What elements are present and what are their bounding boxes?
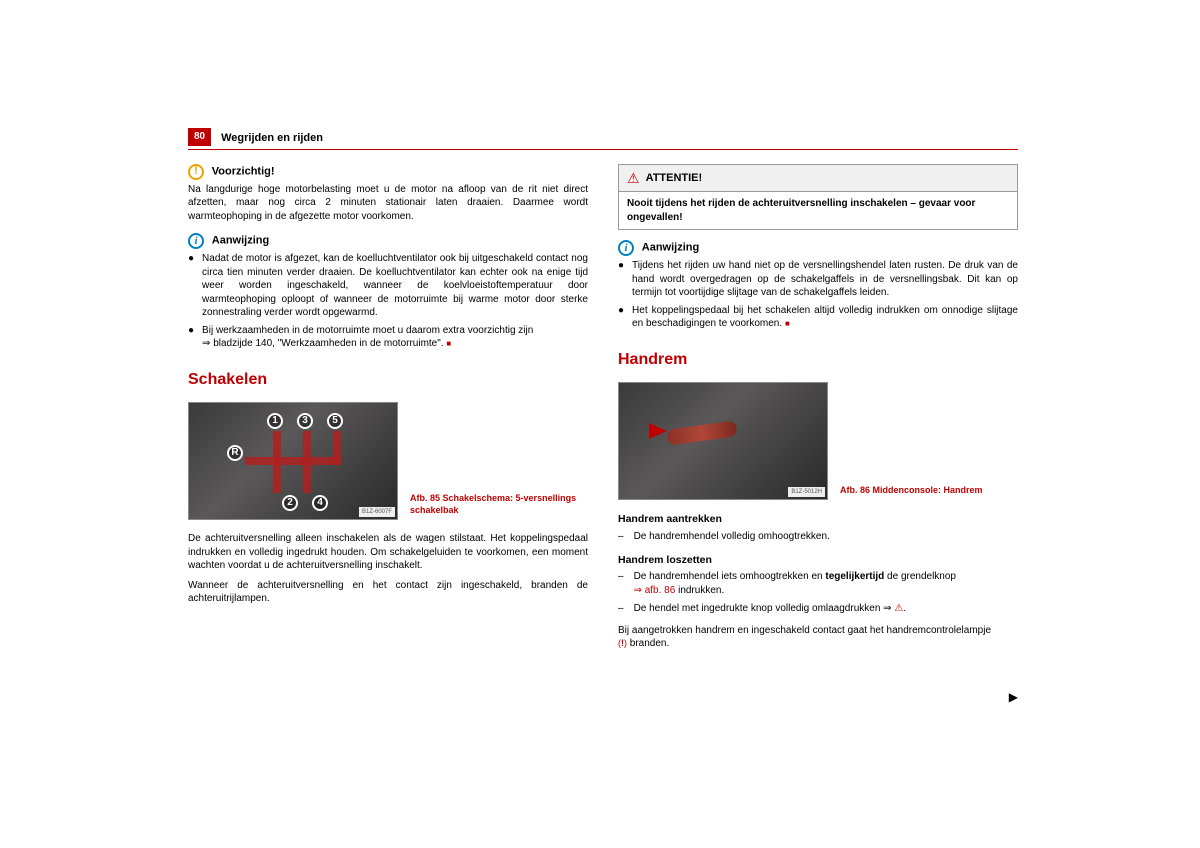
period: . — [903, 603, 906, 614]
right-column: ⚠ ATTENTIE! Nooit tijdens het rijden de … — [618, 164, 1018, 657]
columns: ! Voorzichtig! Na langdurige hoge motorb… — [188, 164, 1018, 657]
item-bold: tegelijkertijd — [825, 571, 884, 582]
figure-86: B1Z-5012H — [618, 382, 828, 500]
item-end: indrukken. — [675, 585, 724, 596]
voorzichtig-label: Voorzichtig! — [212, 165, 275, 177]
handbrake-arrow-icon — [649, 423, 667, 439]
bullet-marker: ● — [188, 252, 194, 320]
aanwijzing-left-head: i Aanwijzing — [188, 233, 588, 249]
handrem-heading: Handrem — [618, 349, 1018, 371]
continue-arrow-icon: ▶ — [1009, 689, 1018, 705]
dash-marker: – — [618, 530, 624, 544]
page-title: Wegrijden en rijden — [221, 131, 323, 146]
page-header: 80 Wegrijden en rijden — [188, 128, 1018, 150]
bullet-text: Nadat de motor is afgezet, kan de koellu… — [202, 252, 588, 320]
loszetten-item-2: – De hendel met ingedrukte knop volledig… — [618, 602, 1018, 616]
bullet-text: Het koppelingspedaal bij het schakelen a… — [632, 304, 1018, 331]
page: 80 Wegrijden en rijden ! Voorzichtig! Na… — [188, 128, 1018, 657]
attentie-title: ATTENTIE! — [646, 171, 703, 186]
figure-reference: ⇒ afb. 86 — [634, 585, 676, 596]
gear-shift-diagram: 1 3 5 2 4 R — [189, 403, 397, 519]
loszetten-head: Handrem loszetten — [618, 553, 1018, 567]
item-pre: De handremhendel iets omhoogtrekken en — [634, 571, 826, 582]
item-post: de grendelknop — [884, 571, 956, 582]
figure-85-row: 1 3 5 2 4 R B1Z-6007F Afb. 85 Schakelsch… — [188, 402, 588, 520]
schakelen-heading: Schakelen — [188, 369, 588, 391]
caution-icon: ! — [188, 164, 204, 180]
handrem-final-p: Bij aangetrokken handrem en ingeschakeld… — [618, 624, 1018, 651]
figure-86-caption: Afb. 86 Middenconsole: Handrem — [840, 484, 1018, 500]
aanwijzing-bullet-2: ● Bij werkzaamheden in de motorruimte mo… — [188, 324, 588, 351]
aanwijzing-left-label: Aanwijzing — [212, 235, 269, 247]
left-column: ! Voorzichtig! Na langdurige hoge motorb… — [188, 164, 588, 657]
end-square-icon: ■ — [785, 319, 790, 328]
figure-tag: B1Z-5012H — [788, 487, 825, 497]
bullet-text: Bij werkzaamheden in de motorruimte moet… — [202, 324, 533, 351]
loszetten-item-1: – De handremhendel iets omhoogtrekken en… — [618, 570, 1018, 597]
aanwijzing-right-label: Aanwijzing — [642, 242, 699, 254]
handbrake-lever — [666, 421, 738, 447]
bullet-marker: ● — [618, 259, 624, 300]
bullet-marker: ● — [188, 324, 194, 351]
bullet-text-content: Het koppelingspedaal bij het schakelen a… — [632, 305, 1018, 330]
schakelen-p1: De achteruitversnelling alleen inschakel… — [188, 532, 588, 573]
final-post: branden. — [630, 638, 669, 649]
page-reference: ⇒ bladzijde 140, "Werkzaamheden in de mo… — [202, 338, 444, 349]
item-text-content: De hendel met ingedrukte knop volledig o… — [634, 603, 895, 614]
figure-86-row: B1Z-5012H Afb. 86 Middenconsole: Handrem — [618, 382, 1018, 500]
bullet-marker: ● — [618, 304, 624, 331]
aantrekken-head: Handrem aantrekken — [618, 512, 1018, 526]
attentie-body: Nooit tijdens het rijden de achteruitver… — [619, 192, 1017, 229]
attentie-head: ⚠ ATTENTIE! — [619, 165, 1017, 193]
end-square-icon: ■ — [446, 339, 451, 348]
warning-triangle-icon: ⚠ — [627, 169, 640, 188]
figure-85: 1 3 5 2 4 R B1Z-6007F — [188, 402, 398, 520]
bullet-text: Tijdens het rijden uw hand niet op de ve… — [632, 259, 1018, 300]
handbrake-indicator-icon: (!) — [618, 637, 627, 649]
page-number: 80 — [188, 128, 211, 146]
warning-ref-icon: ⚠ — [894, 603, 903, 614]
aanwijzing-r-bullet-2: ● Het koppelingspedaal bij het schakelen… — [618, 304, 1018, 331]
aantrekken-item: – De handremhendel volledig omhoogtrekke… — [618, 530, 1018, 544]
voorzichtig-head: ! Voorzichtig! — [188, 164, 588, 180]
schakelen-p2: Wanneer de achteruitversnelling en het c… — [188, 579, 588, 606]
figure-85-caption: Afb. 85 Schakelschema: 5-versnellings sc… — [410, 492, 588, 520]
item-text: De handremhendel volledig omhoogtrekken. — [634, 530, 830, 544]
info-icon: i — [618, 240, 634, 256]
item-text: De hendel met ingedrukte knop volledig o… — [634, 602, 907, 616]
final-pre: Bij aangetrokken handrem en ingeschakeld… — [618, 625, 991, 636]
voorzichtig-text: Na langdurige hoge motorbelasting moet u… — [188, 183, 588, 224]
info-icon: i — [188, 233, 204, 249]
attentie-box: ⚠ ATTENTIE! Nooit tijdens het rijden de … — [618, 164, 1018, 231]
figure-tag: B1Z-6007F — [359, 507, 395, 517]
aanwijzing-r-bullet-1: ● Tijdens het rijden uw hand niet op de … — [618, 259, 1018, 300]
aanwijzing-bullet-1: ● Nadat de motor is afgezet, kan de koel… — [188, 252, 588, 320]
dash-marker: – — [618, 602, 624, 616]
item-text: De handremhendel iets omhoogtrekken en t… — [634, 570, 956, 597]
bullet-text-pre: Bij werkzaamheden in de motorruimte moet… — [202, 325, 533, 336]
aanwijzing-right-head: i Aanwijzing — [618, 240, 1018, 256]
dash-marker: – — [618, 570, 624, 597]
